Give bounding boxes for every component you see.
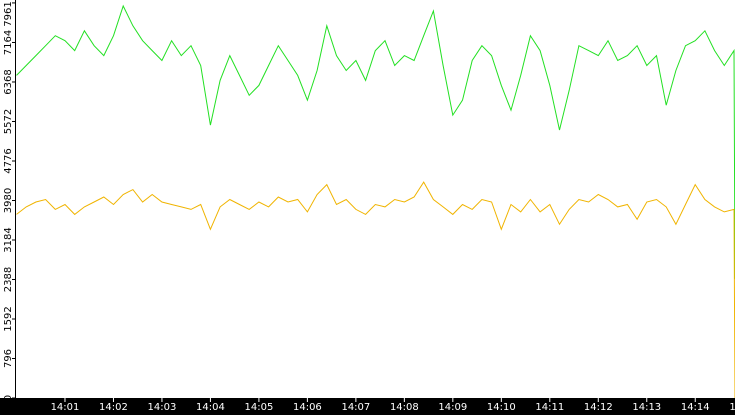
y-tick-label: 0 — [3, 395, 14, 401]
y-tick-label: 2388 — [3, 267, 14, 292]
y-tick-label: 3184 — [3, 227, 14, 252]
x-tick-label: 14:14 — [681, 402, 710, 413]
y-tick-label: 7961 — [3, 1, 14, 26]
x-tick-label: 14:05 — [244, 402, 273, 413]
x-tick-label: 14:02 — [99, 402, 128, 413]
x-tick-label: 14:11 — [535, 402, 564, 413]
x-tick-label: 14:03 — [148, 402, 177, 413]
x-tick-label: 14:08 — [390, 402, 419, 413]
x-axis-band — [0, 398, 735, 415]
x-tick-label: 14:06 — [293, 402, 322, 413]
y-tick-label: 7164 — [3, 30, 14, 55]
series-line — [16, 4, 735, 279]
y-tick-label: 1592 — [3, 306, 14, 331]
x-tick-label: 14:15 — [729, 402, 735, 413]
x-tick-label: 14:13 — [632, 402, 661, 413]
x-tick-label: 14:07 — [341, 402, 370, 413]
x-tick-label: 14:09 — [438, 402, 467, 413]
x-tick-label: 14:01 — [51, 402, 80, 413]
series-line — [16, 181, 735, 399]
x-tick-label: 14:12 — [584, 402, 613, 413]
x-tick-label: 14:10 — [487, 402, 516, 413]
y-tick-label: 3980 — [3, 188, 14, 213]
x-tick-label: 14:04 — [196, 402, 225, 413]
y-tick-label: 6368 — [3, 69, 14, 94]
y-tick-label: 796 — [3, 349, 14, 368]
y-tick-label: 4776 — [3, 148, 14, 173]
y-tick-label: 5572 — [3, 109, 14, 134]
